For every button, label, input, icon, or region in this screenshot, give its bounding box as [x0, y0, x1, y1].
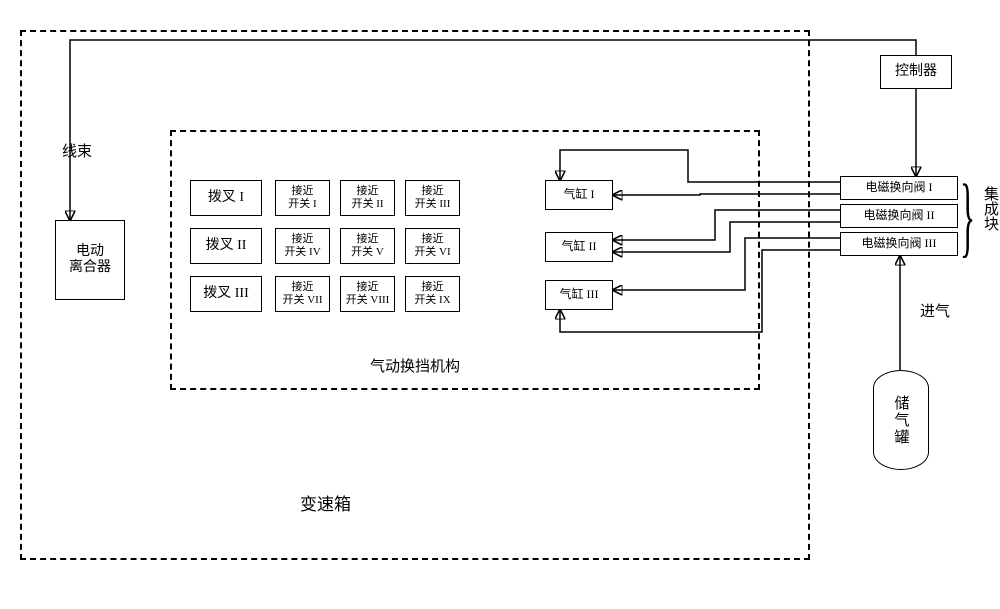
cylinder-2: 气缸 II [545, 232, 613, 262]
tank-label: 储气罐 [891, 395, 912, 446]
controller-label: 控制器 [895, 64, 937, 80]
clutch-box: 电动 离合器 [55, 220, 125, 300]
clutch-label: 电动 离合器 [69, 244, 111, 276]
inlet-label: 进气 [920, 300, 950, 321]
controller-box: 控制器 [880, 55, 952, 89]
harness-label: 线束 [62, 140, 92, 161]
fork-2-label: 拨叉 II [206, 238, 247, 254]
gas-tank: 储气罐 [873, 370, 929, 470]
cylinder-3: 气缸 III [545, 280, 613, 310]
fork-1-label: 拨叉 I [208, 190, 244, 206]
switch-2: 接近 开关 II [340, 180, 395, 216]
switch-6: 接近 开关 VI [405, 228, 460, 264]
switch-9: 接近 开关 IX [405, 276, 460, 312]
fork-3: 拨叉 III [190, 276, 262, 312]
valve-2: 电磁换向阀 II [840, 204, 958, 228]
switch-3: 接近 开关 III [405, 180, 460, 216]
switch-7: 接近 开关 VII [275, 276, 330, 312]
valve-1: 电磁换向阀 I [840, 176, 958, 200]
switch-1: 接近 开关 I [275, 180, 330, 216]
fork-3-label: 拨叉 III [203, 286, 249, 302]
switch-5: 接近 开关 V [340, 228, 395, 264]
fork-1: 拨叉 I [190, 180, 262, 216]
cylinder-1: 气缸 I [545, 180, 613, 210]
mechanism-label: 气动换挡机构 [370, 355, 460, 376]
valve-3: 电磁换向阀 III [840, 232, 958, 256]
fork-2: 拨叉 II [190, 228, 262, 264]
switch-8: 接近 开关 VIII [340, 276, 395, 312]
transmission-label: 变速箱 [300, 490, 351, 515]
manifold-brace: } [960, 172, 975, 262]
switch-4: 接近 开关 IV [275, 228, 330, 264]
manifold-label: 集成块 [980, 186, 1000, 231]
